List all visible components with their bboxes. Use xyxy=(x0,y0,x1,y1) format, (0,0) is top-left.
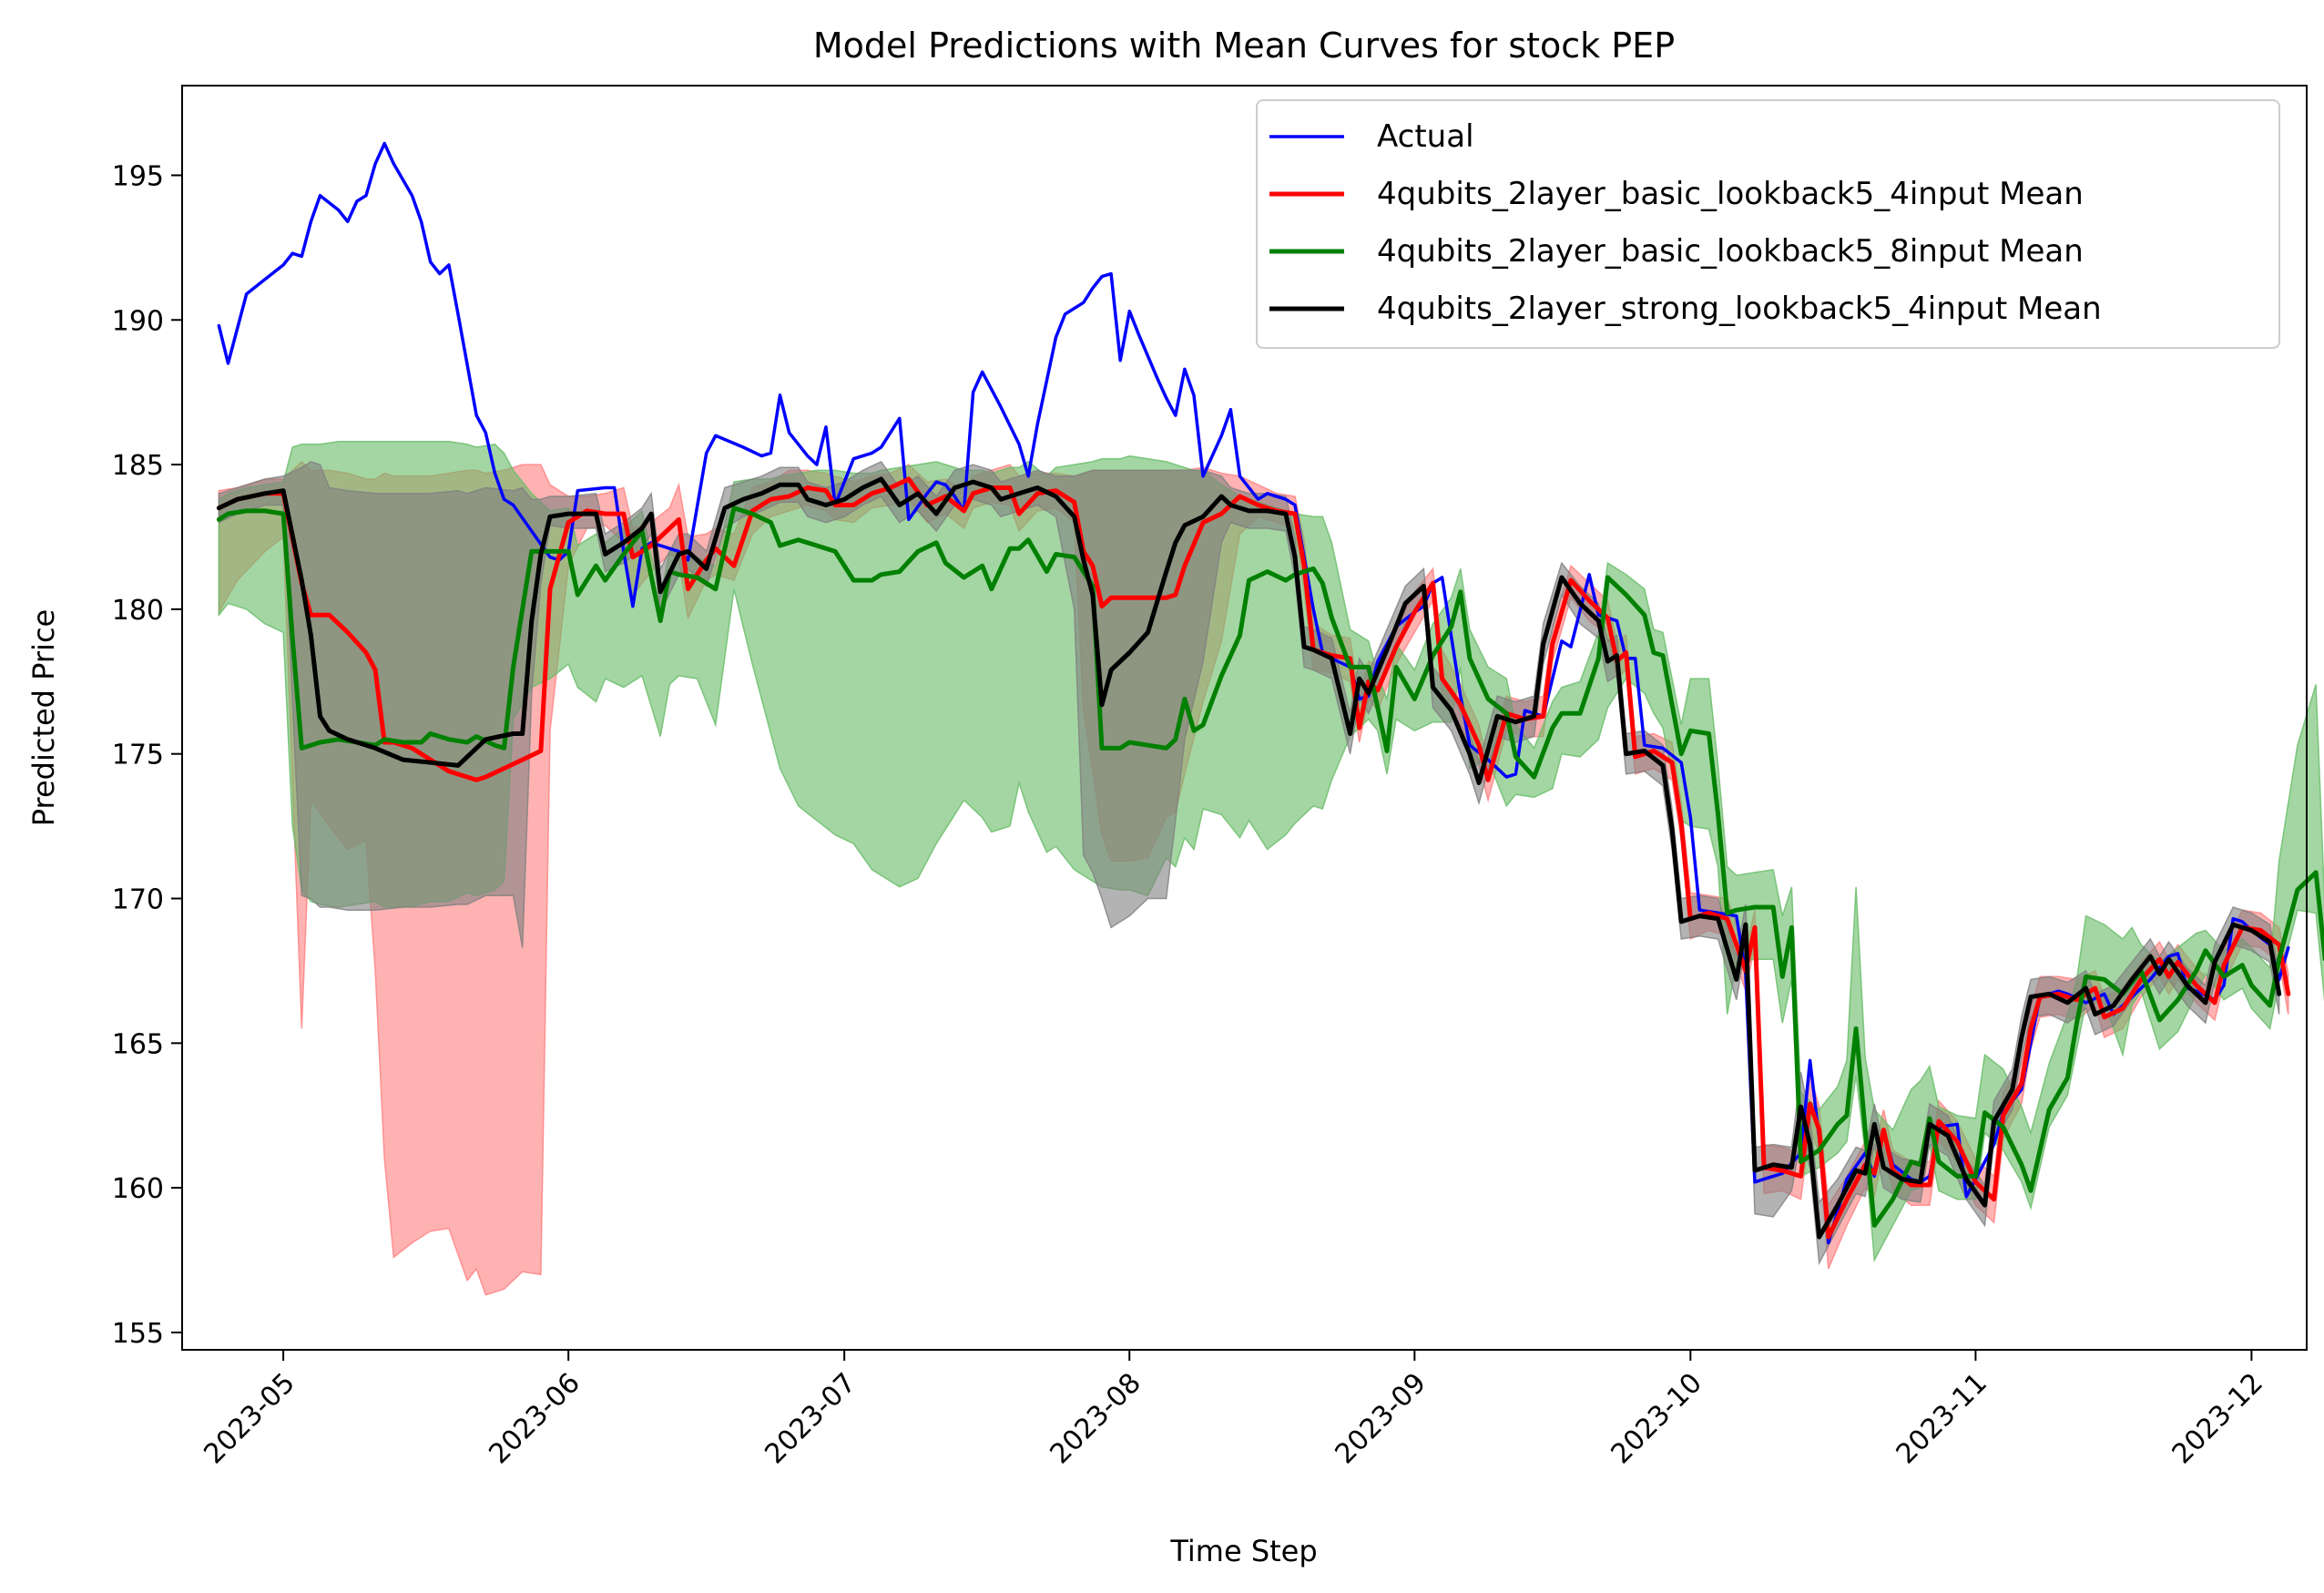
y-tick-label: 165 xyxy=(112,1028,164,1060)
series-line-4qubits-2layer-strong-lookback5-4input-mean xyxy=(216,476,2282,1240)
y-axis: 155 160 165 170 175 180 185 190 195 xyxy=(112,160,182,1350)
legend: Actual 4qubits_2layer_basic_lookback5_4in… xyxy=(1256,99,2280,349)
chart-title: Model Predictions with Mean Curves for s… xyxy=(813,26,1675,66)
legend-label: 4qubits_2layer_basic_lookback5_4input Me… xyxy=(1377,176,2084,212)
x-axis-label: Time Step xyxy=(1169,1534,1317,1568)
y-tick-label: 175 xyxy=(112,740,164,771)
y-tick-label: 170 xyxy=(112,884,164,916)
y-tick-label: 195 xyxy=(112,160,164,192)
y-axis-label: Predicted Price xyxy=(26,609,61,826)
series-lines xyxy=(216,141,2324,1245)
y-tick-label: 190 xyxy=(112,305,164,337)
legend-box xyxy=(1256,99,2280,349)
plot-frame xyxy=(181,85,2308,1351)
y-tick-label: 155 xyxy=(112,1318,164,1350)
series-line-4qubits-2layer-basic-lookback5-8input-mean xyxy=(216,505,2324,1228)
y-tick-label: 180 xyxy=(112,595,164,627)
legend-label: 4qubits_2layer_strong_lookback5_4input M… xyxy=(1377,291,2102,327)
legend-label: Actual xyxy=(1377,118,1474,155)
legend-label: 4qubits_2layer_basic_lookback5_8input Me… xyxy=(1377,233,2084,270)
band-4qubits-2layer-strong-lookback5-4input-mean xyxy=(218,460,2280,1266)
y-tick-label: 185 xyxy=(112,450,164,482)
y-tick-label: 160 xyxy=(112,1173,164,1205)
